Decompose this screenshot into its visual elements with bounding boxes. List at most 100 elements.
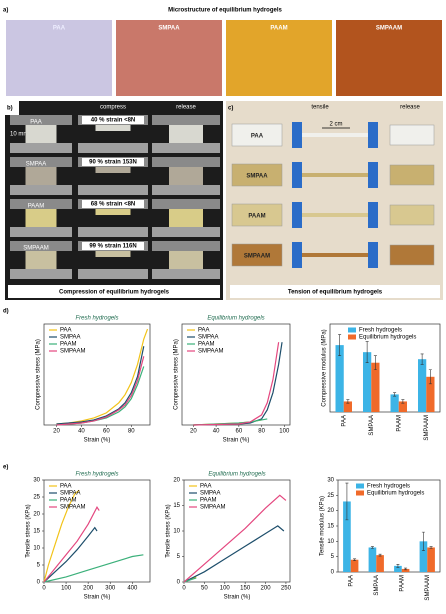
chart-title: Fresh hydrogels: [75, 316, 118, 322]
x-tick-label: SMPAAM: [425, 575, 431, 601]
plate: [10, 115, 72, 125]
panel-label: b): [7, 106, 13, 112]
scale-label: 2 cm: [329, 122, 342, 128]
sample-label: PAAM: [28, 204, 45, 210]
x-tick-label: 100: [279, 429, 290, 435]
plate: [10, 199, 72, 209]
sample: [95, 251, 131, 257]
plate: [78, 143, 148, 153]
image-label: SMPAA: [158, 26, 180, 32]
clamp: [292, 242, 302, 268]
sample: [231, 123, 283, 147]
column-header: release: [400, 105, 420, 111]
y-tick-label: 20: [173, 478, 180, 484]
clamp: [292, 162, 302, 188]
caption: Tension of equilibrium hydrogels: [288, 290, 383, 296]
panel-title: Microstructure of equilibrium hydrogels: [168, 8, 282, 14]
x-tick-label: SMPAAM: [424, 415, 430, 441]
sample-label: SMPAAM: [23, 246, 49, 252]
sample: [231, 243, 283, 267]
y-tick-label: 5: [37, 563, 41, 569]
bar: [394, 565, 402, 572]
released-sample: [389, 124, 435, 146]
x-axis-label: Strain (%): [223, 438, 250, 444]
plate: [152, 157, 220, 167]
y-tick-label: 5: [177, 554, 181, 560]
bar: [335, 345, 344, 412]
stretched-sample: [302, 213, 368, 217]
sample-label: PAA: [251, 134, 264, 140]
y-axis-label: Tensile stress (KPa): [166, 504, 172, 557]
strain-box: [82, 116, 144, 124]
micro-image: [226, 20, 332, 96]
panel-label: e): [3, 465, 8, 471]
strain-box: [82, 242, 144, 250]
x-tick-label: 80: [128, 429, 135, 435]
x-axis-label: Strain (%): [84, 595, 111, 601]
legend-swatch: [356, 490, 364, 496]
caption-box: [8, 285, 220, 298]
error-bar: [429, 546, 433, 549]
y-tick-label: 20: [327, 508, 334, 514]
strain-box: [82, 200, 144, 208]
chart-title: Equilibrium hydrogels: [207, 316, 264, 322]
error-bar: [370, 546, 374, 549]
y-tick-label: 0: [37, 580, 41, 586]
legend-label: SMPAA: [198, 335, 219, 341]
panel-label: a): [3, 8, 8, 14]
plate: [152, 115, 220, 125]
bar: [398, 401, 407, 412]
panel-label: d): [3, 309, 9, 315]
plate: [10, 185, 72, 195]
error-bar: [393, 392, 397, 397]
y-tick-label: 30: [327, 478, 334, 484]
error-bar: [404, 567, 408, 571]
series-line: [56, 346, 145, 425]
x-tick-label: 300: [105, 586, 116, 592]
strain-label: 99 % strain 116N: [89, 244, 136, 250]
plate: [152, 199, 220, 209]
plate: [152, 269, 220, 279]
error-bar: [353, 558, 357, 561]
plot-frame: [43, 323, 151, 426]
clamp: [368, 202, 378, 228]
clamp: [368, 122, 378, 148]
bar: [427, 547, 435, 572]
y-tick-label: 25: [327, 493, 334, 499]
series-line: [193, 342, 280, 426]
plate: [152, 241, 220, 251]
column-header: compress: [100, 105, 126, 111]
legend-label: PAAM: [60, 342, 77, 348]
bar: [419, 541, 428, 572]
plot-frame: [329, 323, 441, 413]
y-axis-label: Compressive stress (MPa): [174, 339, 180, 410]
stretched-sample: [302, 173, 368, 177]
error-bar: [338, 334, 342, 356]
bar: [376, 555, 384, 572]
error-bar: [396, 564, 400, 568]
sample: [25, 125, 57, 143]
legend-label: SMPAA: [200, 491, 221, 497]
bar: [401, 568, 410, 572]
scale-label: 10 mm: [10, 132, 28, 138]
y-axis-label: Tensile stress (KPa): [26, 504, 32, 557]
x-tick-label: 40: [78, 429, 85, 435]
chart-title: Fresh hydrogels: [75, 472, 118, 478]
clamp: [292, 202, 302, 228]
clamp: [292, 122, 302, 148]
x-tick-label: PAA: [341, 415, 347, 427]
sample: [169, 251, 203, 269]
sample: [25, 251, 57, 269]
series-line: [56, 356, 145, 426]
error-bar: [378, 553, 382, 557]
series-line: [43, 489, 80, 583]
y-axis-label: Compressive modulus (MPa): [322, 329, 328, 406]
legend-label: PAA: [60, 484, 72, 490]
series-line: [183, 577, 197, 583]
x-tick-label: 50: [201, 586, 208, 592]
strain-box: [82, 158, 144, 166]
x-tick-label: 100: [61, 586, 72, 592]
sample: [169, 209, 203, 227]
micro-image: [116, 20, 222, 96]
